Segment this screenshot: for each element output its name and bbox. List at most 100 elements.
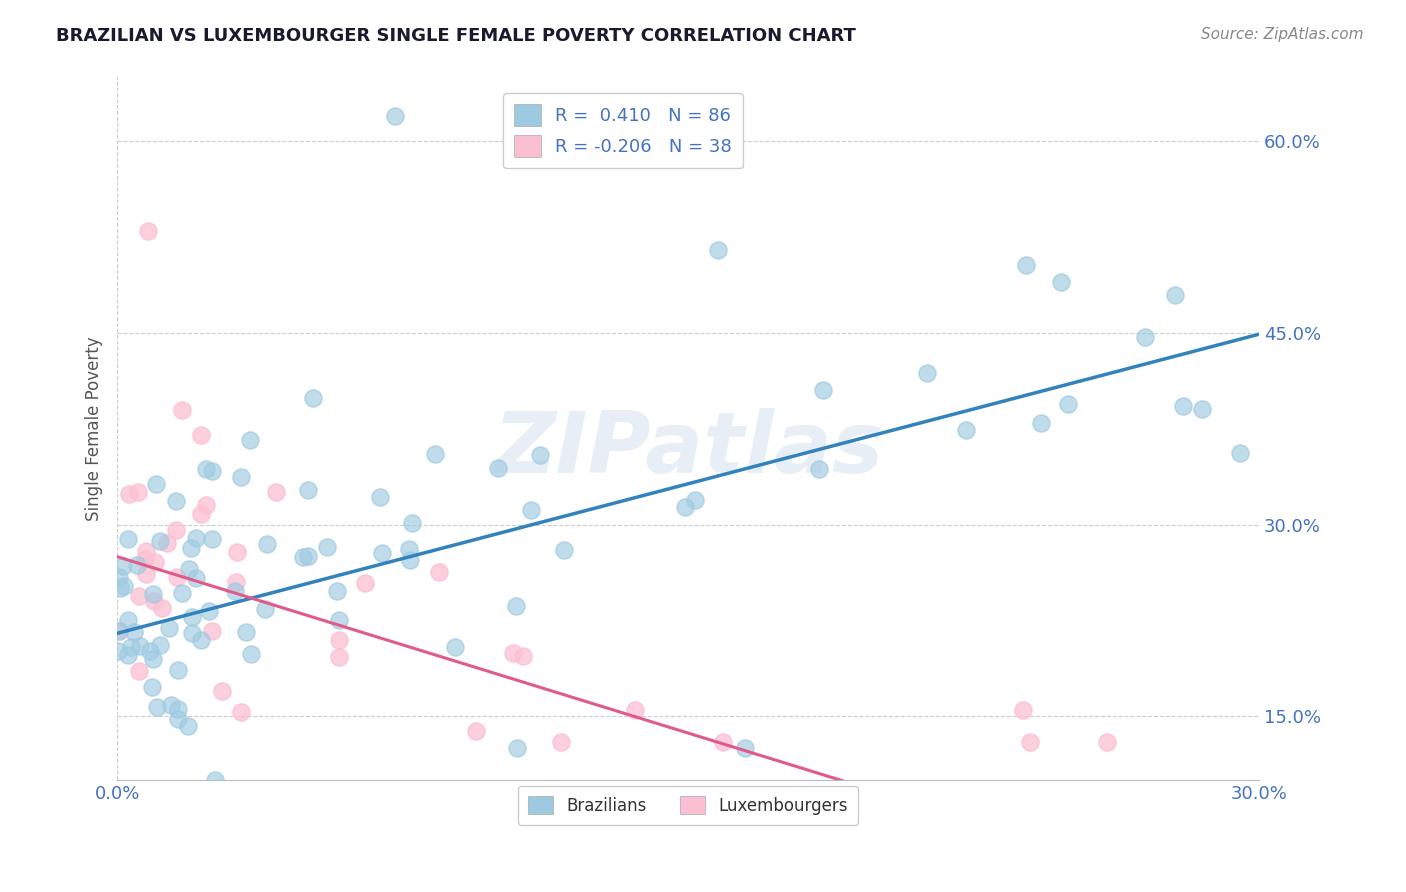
Text: Source: ZipAtlas.com: Source: ZipAtlas.com: [1201, 27, 1364, 42]
Brazilians: [398, 541, 420, 556]
Brazilians: [1191, 402, 1213, 417]
Brazilians: [302, 392, 325, 406]
Brazilians: [120, 640, 142, 654]
Luxembourgers: [328, 632, 350, 647]
Brazilians: [177, 719, 200, 733]
Brazilians: [167, 712, 190, 726]
Brazilians: [529, 448, 551, 462]
Luxembourgers: [201, 624, 224, 639]
Brazilians: [117, 532, 139, 546]
Luxembourgers: [155, 535, 177, 549]
Brazilians: [683, 492, 706, 507]
Brazilians: [1031, 417, 1053, 431]
Brazilians: [291, 549, 314, 564]
Brazilians: [955, 423, 977, 437]
Brazilians: [190, 632, 212, 647]
Luxembourgers: [465, 723, 488, 738]
Brazilians: [1057, 397, 1080, 411]
Brazilians: [1229, 446, 1251, 460]
Luxembourgers: [354, 576, 377, 591]
Brazilians: [195, 462, 218, 476]
Brazilians: [179, 562, 201, 576]
Brazilians: [184, 531, 207, 545]
Brazilians: [1171, 399, 1194, 413]
Brazilians: [231, 470, 253, 484]
Luxembourgers: [1095, 735, 1118, 749]
Brazilians: [166, 701, 188, 715]
Luxembourgers: [190, 428, 212, 442]
Brazilians: [707, 243, 730, 257]
Text: ZIPatlas: ZIPatlas: [494, 409, 883, 491]
Brazilians: [326, 584, 349, 599]
Brazilians: [128, 639, 150, 653]
Brazilians: [145, 476, 167, 491]
Luxembourgers: [226, 545, 249, 559]
Brazilians: [1050, 275, 1073, 289]
Brazilians: [198, 604, 221, 618]
Luxembourgers: [165, 523, 187, 537]
Luxembourgers: [623, 703, 645, 717]
Luxembourgers: [225, 575, 247, 590]
Luxembourgers: [166, 570, 188, 584]
Brazilians: [160, 698, 183, 712]
Brazilians: [201, 533, 224, 547]
Brazilians: [117, 648, 139, 663]
Brazilians: [384, 109, 406, 123]
Brazilians: [235, 624, 257, 639]
Brazilians: [165, 494, 187, 508]
Brazilians: [297, 549, 319, 563]
Luxembourgers: [231, 705, 253, 719]
Luxembourgers: [127, 484, 149, 499]
Brazilians: [142, 652, 165, 666]
Luxembourgers: [427, 565, 450, 579]
Luxembourgers: [328, 649, 350, 664]
Luxembourgers: [1011, 703, 1033, 717]
Luxembourgers: [128, 665, 150, 679]
Y-axis label: Single Female Poverty: Single Female Poverty: [86, 336, 103, 521]
Brazilians: [142, 587, 165, 601]
Brazilians: [1133, 330, 1156, 344]
Brazilians: [224, 584, 246, 599]
Brazilians: [149, 638, 172, 652]
Legend: Brazilians, Luxembourgers: Brazilians, Luxembourgers: [517, 786, 858, 825]
Brazilians: [486, 461, 509, 475]
Brazilians: [180, 610, 202, 624]
Brazilians: [553, 543, 575, 558]
Brazilians: [180, 625, 202, 640]
Brazilians: [111, 559, 134, 574]
Luxembourgers: [108, 624, 131, 639]
Brazilians: [239, 433, 262, 447]
Brazilians: [166, 663, 188, 677]
Brazilians: [505, 599, 527, 614]
Brazilians: [423, 448, 446, 462]
Text: BRAZILIAN VS LUXEMBOURGER SINGLE FEMALE POVERTY CORRELATION CHART: BRAZILIAN VS LUXEMBOURGER SINGLE FEMALE …: [56, 27, 856, 45]
Brazilians: [398, 553, 420, 567]
Brazilians: [110, 581, 132, 595]
Brazilians: [316, 540, 339, 554]
Brazilians: [371, 546, 394, 560]
Luxembourgers: [266, 485, 288, 500]
Brazilians: [673, 500, 696, 514]
Luxembourgers: [150, 601, 173, 615]
Brazilians: [146, 699, 169, 714]
Brazilians: [149, 533, 172, 548]
Luxembourgers: [143, 555, 166, 569]
Luxembourgers: [711, 735, 734, 749]
Brazilians: [734, 741, 756, 756]
Brazilians: [444, 640, 467, 655]
Luxembourgers: [117, 486, 139, 500]
Brazilians: [506, 741, 529, 756]
Luxembourgers: [1019, 735, 1042, 749]
Brazilians: [124, 624, 146, 639]
Brazilians: [807, 462, 830, 476]
Luxembourgers: [550, 735, 572, 749]
Brazilians: [1164, 287, 1187, 301]
Brazilians: [204, 773, 226, 788]
Brazilians: [811, 383, 834, 397]
Brazilians: [107, 644, 129, 658]
Brazilians: [401, 516, 423, 530]
Brazilians: [112, 579, 135, 593]
Luxembourgers: [134, 543, 156, 558]
Brazilians: [170, 585, 193, 599]
Brazilians: [107, 570, 129, 584]
